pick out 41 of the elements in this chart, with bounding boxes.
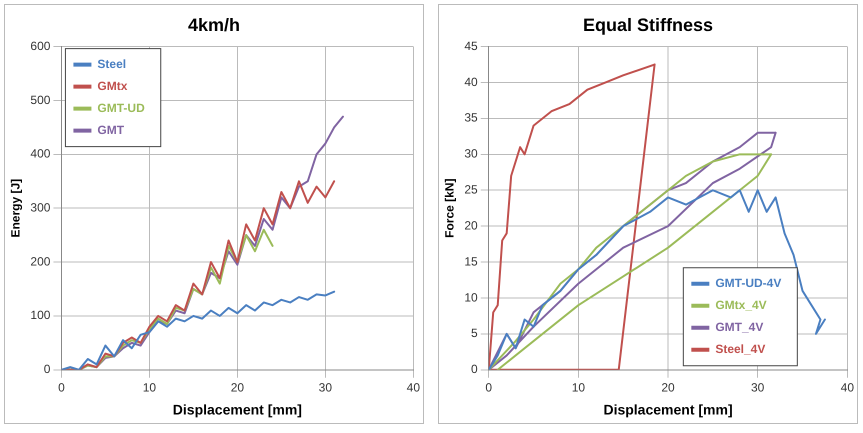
x-tick-label: 0 xyxy=(58,380,66,394)
y-tick-label: 200 xyxy=(30,254,51,268)
x-tick-label: 30 xyxy=(318,380,332,394)
y-tick-label: 35 xyxy=(464,110,478,125)
y-tick-label: 400 xyxy=(30,146,51,161)
y-tick-label: 0 xyxy=(44,362,51,376)
x-tick-label: 40 xyxy=(406,380,420,394)
y-axis-title: Energy [J] xyxy=(8,178,23,238)
legend-label: Steel_4V xyxy=(715,342,766,356)
legend-label: GMtx_4V xyxy=(715,298,767,312)
legend-label: GMT-UD xyxy=(97,100,146,115)
y-tick-label: 15 xyxy=(464,254,478,268)
y-tick-label: 300 xyxy=(30,200,51,215)
y-tick-label: 500 xyxy=(30,92,51,107)
y-tick-label: 25 xyxy=(464,182,478,197)
x-tick-label: 20 xyxy=(661,380,676,394)
y-axis-title: Force [kN] xyxy=(442,178,457,238)
y-tick-label: 30 xyxy=(464,146,478,161)
y-tick-label: 600 xyxy=(30,38,51,53)
legend-label: Steel xyxy=(97,56,126,71)
legend-label: GMT-UD-4V xyxy=(715,276,782,290)
x-tick-label: 10 xyxy=(142,380,156,394)
y-tick-label: 0 xyxy=(471,362,478,376)
x-axis-title: Displacement [mm] xyxy=(172,401,302,418)
x-tick-label: 20 xyxy=(230,380,244,394)
x-tick-label: 0 xyxy=(485,380,492,394)
legend-label: GMtx xyxy=(97,78,128,93)
y-tick-label: 5 xyxy=(471,326,478,340)
y-tick-label: 10 xyxy=(464,290,478,304)
x-tick-label: 40 xyxy=(840,380,854,394)
legend-label: GMT xyxy=(97,122,125,137)
y-tick-label: 20 xyxy=(464,218,478,232)
y-tick-label: 100 xyxy=(30,308,51,322)
chart-title: Equal Stiffness xyxy=(582,14,714,35)
x-tick-label: 30 xyxy=(751,380,765,394)
y-tick-label: 45 xyxy=(464,38,478,53)
x-tick-label: 10 xyxy=(572,380,586,394)
x-axis-title: Displacement [mm] xyxy=(603,401,733,418)
y-tick-label: 40 xyxy=(464,74,478,89)
legend-label: GMT_4V xyxy=(715,320,764,334)
chart-title: 4km/h xyxy=(188,14,240,35)
